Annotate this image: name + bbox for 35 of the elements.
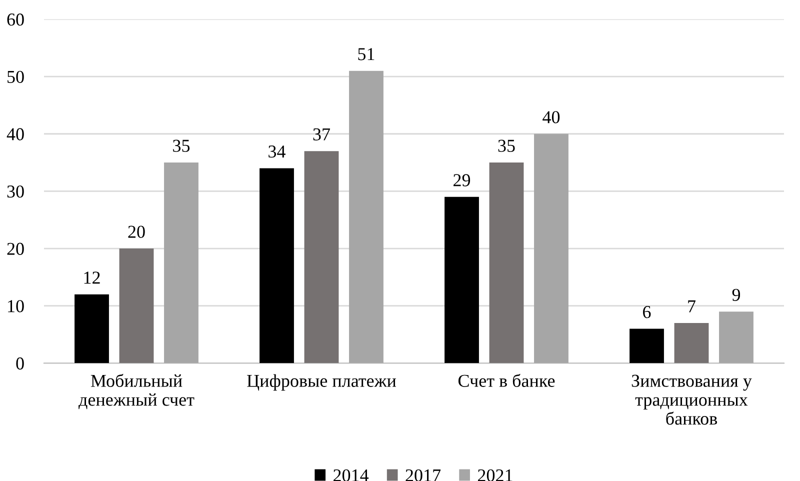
data-label: 9 bbox=[732, 288, 740, 301]
bar bbox=[444, 196, 479, 364]
data-label: 29 bbox=[454, 174, 470, 186]
y-tick-label: 60 bbox=[7, 13, 24, 26]
data-label: 51 bbox=[358, 48, 374, 60]
bar bbox=[304, 151, 339, 364]
bar bbox=[74, 294, 109, 364]
bar bbox=[349, 70, 384, 364]
data-label: 35 bbox=[173, 140, 190, 152]
y-tick-label: 30 bbox=[7, 185, 24, 198]
bar bbox=[260, 168, 294, 364]
y-tick-label: 50 bbox=[8, 70, 24, 83]
y-tick-label: 20 bbox=[7, 242, 24, 255]
data-label: 34 bbox=[268, 146, 286, 158]
bar bbox=[630, 328, 664, 364]
bar bbox=[719, 312, 754, 364]
bar bbox=[119, 248, 154, 364]
x-tick-label: Счет в банке bbox=[458, 374, 555, 387]
data-label: 7 bbox=[688, 300, 696, 312]
data-label: 12 bbox=[84, 272, 100, 284]
bar bbox=[489, 162, 524, 364]
x-tick-label: Цифровые платежи bbox=[247, 374, 396, 391]
y-tick-label: 0 bbox=[16, 357, 24, 370]
data-label: 40 bbox=[542, 111, 560, 124]
data-label: 37 bbox=[313, 128, 330, 140]
x-tick-label: Зимствования у традиционных банков bbox=[632, 374, 752, 425]
x-tick-label: Мобильный денежный счет bbox=[78, 374, 194, 410]
y-tick-label: 40 bbox=[6, 128, 24, 140]
data-label: 6 bbox=[643, 306, 651, 318]
y-tick-label: 10 bbox=[8, 300, 24, 312]
bar bbox=[164, 162, 198, 364]
bar bbox=[674, 323, 709, 364]
data-label: 35 bbox=[498, 140, 515, 152]
data-label: 20 bbox=[128, 226, 145, 238]
bar bbox=[534, 134, 568, 364]
